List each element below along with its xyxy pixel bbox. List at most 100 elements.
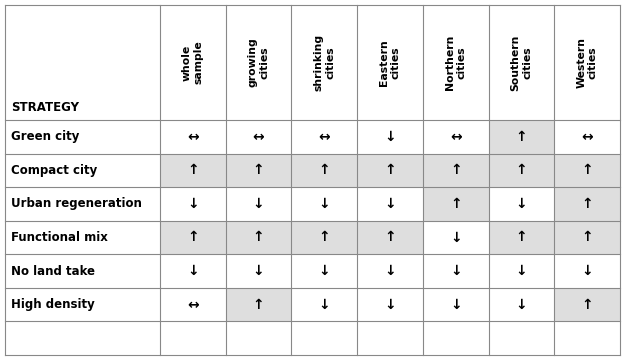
Text: ↓: ↓ bbox=[253, 197, 264, 211]
Text: ↓: ↓ bbox=[581, 264, 593, 278]
Bar bbox=[5, 288, 160, 321]
Text: ↑: ↑ bbox=[450, 197, 461, 211]
Bar bbox=[357, 221, 423, 254]
Bar bbox=[357, 154, 423, 187]
Text: ↑: ↑ bbox=[319, 163, 330, 177]
Text: ↔: ↔ bbox=[187, 130, 199, 144]
Bar bbox=[160, 288, 226, 321]
Bar bbox=[291, 254, 357, 288]
Bar bbox=[489, 221, 554, 254]
Text: ↔: ↔ bbox=[187, 298, 199, 312]
Text: Northern
cities: Northern cities bbox=[445, 35, 466, 90]
Bar bbox=[554, 288, 620, 321]
Text: ↔: ↔ bbox=[319, 130, 330, 144]
Bar bbox=[554, 221, 620, 254]
Bar bbox=[5, 187, 160, 221]
Text: ↓: ↓ bbox=[516, 197, 528, 211]
Text: ↑: ↑ bbox=[253, 230, 264, 244]
Text: ↓: ↓ bbox=[319, 197, 330, 211]
Bar bbox=[423, 254, 489, 288]
Bar bbox=[357, 288, 423, 321]
Text: ↑: ↑ bbox=[384, 230, 396, 244]
Text: Compact city: Compact city bbox=[11, 164, 98, 177]
Bar bbox=[226, 288, 291, 321]
Text: Functional mix: Functional mix bbox=[11, 231, 108, 244]
Text: ↓: ↓ bbox=[319, 298, 330, 312]
Bar bbox=[160, 254, 226, 288]
Text: ↑: ↑ bbox=[516, 163, 528, 177]
Bar bbox=[291, 120, 357, 154]
Bar bbox=[291, 187, 357, 221]
Bar bbox=[357, 254, 423, 288]
Text: ↑: ↑ bbox=[253, 163, 264, 177]
Text: ↑: ↑ bbox=[581, 197, 593, 211]
Bar bbox=[489, 254, 554, 288]
Text: ↑: ↑ bbox=[581, 230, 593, 244]
Text: Western
cities: Western cities bbox=[576, 37, 598, 88]
Text: ↑: ↑ bbox=[187, 163, 199, 177]
Text: ↔: ↔ bbox=[450, 130, 461, 144]
Text: No land take: No land take bbox=[11, 265, 95, 278]
Text: ↑: ↑ bbox=[581, 298, 593, 312]
Bar bbox=[226, 254, 291, 288]
Bar bbox=[554, 154, 620, 187]
Text: ↓: ↓ bbox=[450, 230, 461, 244]
Bar bbox=[489, 187, 554, 221]
Text: ↑: ↑ bbox=[450, 163, 461, 177]
Text: ↑: ↑ bbox=[516, 130, 528, 144]
Text: whole
sample: whole sample bbox=[182, 41, 204, 84]
Bar bbox=[226, 187, 291, 221]
Text: ↓: ↓ bbox=[187, 264, 199, 278]
Bar bbox=[5, 5, 620, 120]
Text: ↑: ↑ bbox=[319, 230, 330, 244]
Bar bbox=[554, 187, 620, 221]
Bar bbox=[291, 221, 357, 254]
Bar bbox=[5, 254, 160, 288]
Bar bbox=[291, 154, 357, 187]
Bar bbox=[423, 120, 489, 154]
Text: ↔: ↔ bbox=[253, 130, 264, 144]
Text: STRATEGY: STRATEGY bbox=[11, 101, 79, 114]
Bar bbox=[357, 187, 423, 221]
Text: ↑: ↑ bbox=[516, 230, 528, 244]
Bar bbox=[423, 154, 489, 187]
Text: ↑: ↑ bbox=[253, 298, 264, 312]
Text: High density: High density bbox=[11, 298, 95, 311]
Bar bbox=[423, 221, 489, 254]
Bar bbox=[5, 120, 160, 154]
Bar bbox=[489, 154, 554, 187]
Text: Southern
cities: Southern cities bbox=[511, 34, 532, 91]
Text: ↓: ↓ bbox=[253, 264, 264, 278]
Text: ↓: ↓ bbox=[516, 298, 528, 312]
Bar bbox=[160, 221, 226, 254]
Text: growing
cities: growing cities bbox=[248, 38, 269, 87]
Bar bbox=[160, 154, 226, 187]
Bar bbox=[160, 120, 226, 154]
Text: ↑: ↑ bbox=[187, 230, 199, 244]
Bar bbox=[554, 254, 620, 288]
Bar bbox=[554, 120, 620, 154]
Text: ↑: ↑ bbox=[581, 163, 593, 177]
Text: ↓: ↓ bbox=[319, 264, 330, 278]
Bar bbox=[5, 221, 160, 254]
Text: ↔: ↔ bbox=[581, 130, 593, 144]
Bar bbox=[226, 221, 291, 254]
Bar bbox=[291, 288, 357, 321]
Text: ↓: ↓ bbox=[384, 130, 396, 144]
Text: ↓: ↓ bbox=[450, 264, 461, 278]
Bar bbox=[357, 120, 423, 154]
Bar bbox=[5, 154, 160, 187]
Bar bbox=[160, 187, 226, 221]
Text: ↓: ↓ bbox=[384, 264, 396, 278]
Text: shrinking
cities: shrinking cities bbox=[314, 34, 335, 91]
Bar bbox=[226, 154, 291, 187]
Text: Eastern
cities: Eastern cities bbox=[379, 39, 401, 86]
Bar bbox=[423, 187, 489, 221]
Text: ↑: ↑ bbox=[384, 163, 396, 177]
Text: ↓: ↓ bbox=[450, 298, 461, 312]
Bar bbox=[423, 288, 489, 321]
Text: ↓: ↓ bbox=[384, 197, 396, 211]
Text: ↓: ↓ bbox=[516, 264, 528, 278]
Text: Urban regeneration: Urban regeneration bbox=[11, 197, 142, 211]
Bar bbox=[226, 120, 291, 154]
